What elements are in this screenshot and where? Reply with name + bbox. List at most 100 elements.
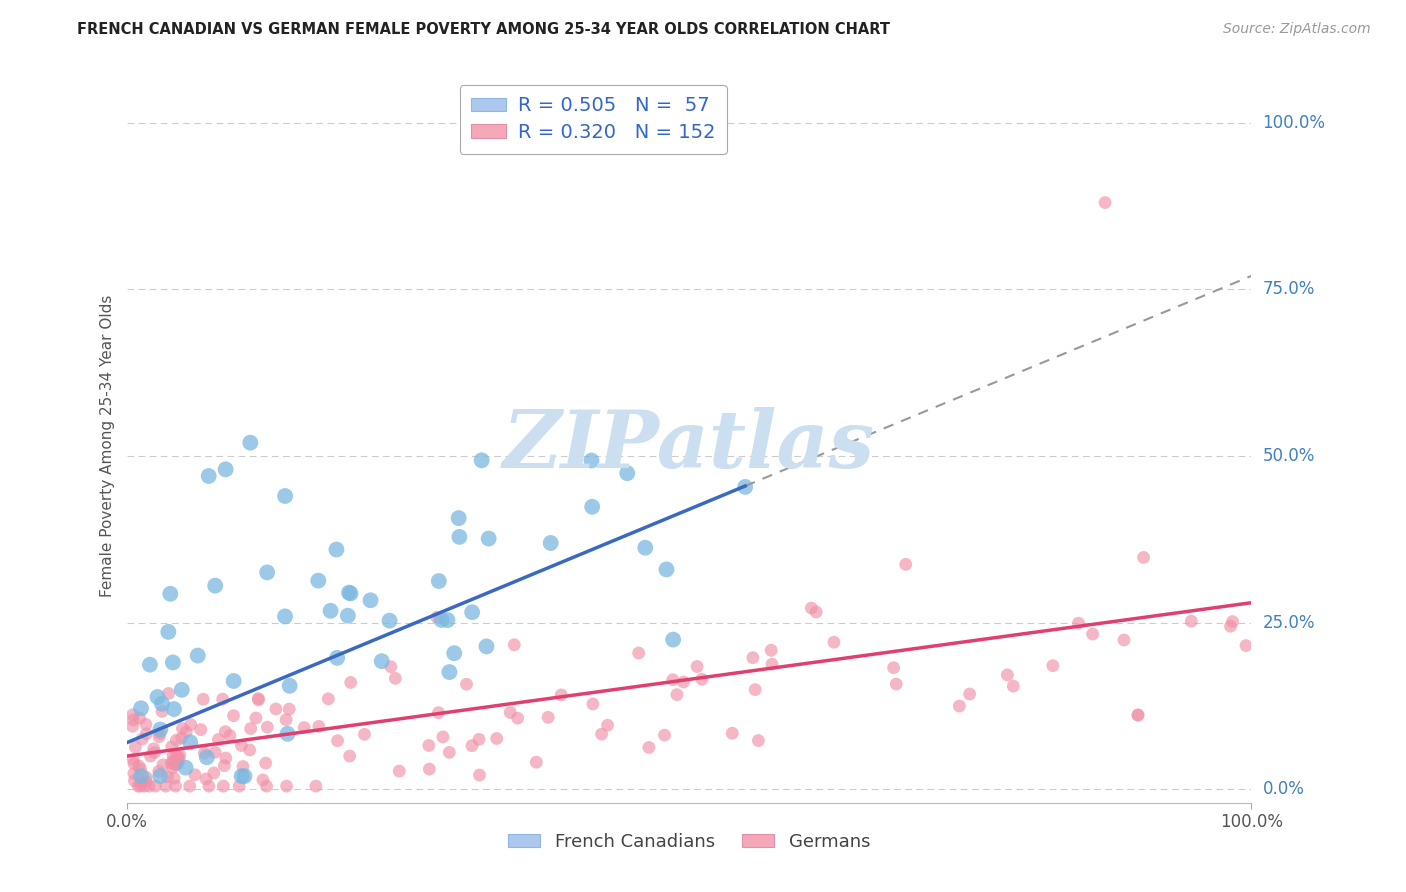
Point (174, 725, 197, 739)
Point (129, 779, 152, 793)
Point (734, 480, 756, 494)
Point (174, 761, 197, 775)
Point (1094, 195, 1116, 210)
Point (124, 773, 146, 788)
Point (195, 750, 218, 764)
Text: 0.0%: 0.0% (1263, 780, 1305, 798)
Point (170, 682, 193, 697)
Point (591, 727, 613, 741)
Point (439, 745, 461, 759)
Point (276, 779, 298, 793)
Point (447, 511, 470, 525)
Point (274, 489, 297, 503)
Point (157, 686, 180, 700)
Point (471, 453, 494, 467)
Point (214, 724, 236, 739)
Point (247, 691, 270, 706)
Point (325, 542, 347, 557)
Point (215, 751, 238, 765)
Point (124, 740, 146, 755)
Point (139, 657, 162, 672)
Point (654, 728, 676, 742)
Point (135, 774, 157, 789)
Point (449, 530, 471, 544)
Point (1234, 639, 1257, 653)
Point (129, 769, 152, 783)
Point (326, 651, 349, 665)
Point (122, 766, 145, 780)
Legend: French Canadians, Germans: French Canadians, Germans (501, 826, 877, 858)
Point (443, 646, 465, 660)
Point (162, 748, 184, 763)
Point (307, 574, 329, 588)
Point (239, 435, 262, 450)
Point (149, 723, 172, 737)
Point (135, 771, 157, 785)
Point (274, 609, 297, 624)
Point (149, 726, 172, 740)
Point (378, 614, 401, 628)
Point (245, 711, 267, 725)
Point (318, 691, 340, 706)
Point (959, 687, 981, 701)
Point (150, 697, 173, 711)
Text: 75.0%: 75.0% (1263, 280, 1315, 298)
Point (129, 775, 152, 789)
Point (179, 779, 201, 793)
Point (339, 749, 361, 764)
Point (741, 650, 763, 665)
Point (884, 677, 907, 691)
Point (475, 640, 498, 654)
Text: FRENCH CANADIAN VS GERMAN FEMALE POVERTY AMONG 25-34 YEAR OLDS CORRELATION CHART: FRENCH CANADIAN VS GERMAN FEMALE POVERTY… (77, 22, 890, 37)
Point (426, 610, 449, 624)
Point (143, 746, 166, 760)
Point (581, 500, 603, 514)
Point (135, 717, 157, 731)
Point (1126, 708, 1149, 723)
Point (146, 690, 169, 704)
Point (883, 661, 905, 675)
Point (499, 706, 522, 720)
Point (634, 541, 657, 555)
Point (336, 608, 359, 623)
Point (212, 779, 235, 793)
Point (1132, 550, 1154, 565)
Point (503, 638, 526, 652)
Point (627, 646, 650, 660)
Point (180, 717, 202, 731)
Point (800, 601, 823, 615)
Point (806, 605, 828, 619)
Point (204, 579, 226, 593)
Point (148, 764, 170, 779)
Point (292, 721, 315, 735)
Point (149, 769, 172, 783)
Point (165, 733, 187, 747)
Point (264, 702, 287, 716)
Point (163, 702, 186, 716)
Point (128, 711, 150, 725)
Point (761, 657, 783, 672)
Point (165, 779, 187, 793)
Point (155, 779, 177, 793)
Point (128, 759, 150, 773)
Point (138, 779, 160, 793)
Point (222, 673, 245, 688)
Point (439, 665, 461, 679)
Point (121, 707, 143, 722)
Point (163, 757, 186, 772)
Point (1112, 633, 1135, 648)
Point (1219, 619, 1241, 633)
Point (1067, 616, 1090, 631)
Point (430, 613, 453, 627)
Point (167, 753, 190, 767)
Point (418, 762, 440, 776)
Point (276, 727, 298, 741)
Point (319, 604, 342, 618)
Point (218, 729, 240, 743)
Point (582, 697, 605, 711)
Point (1081, 627, 1104, 641)
Point (197, 469, 219, 483)
Point (1126, 707, 1149, 722)
Point (1002, 679, 1025, 693)
Point (278, 679, 301, 693)
